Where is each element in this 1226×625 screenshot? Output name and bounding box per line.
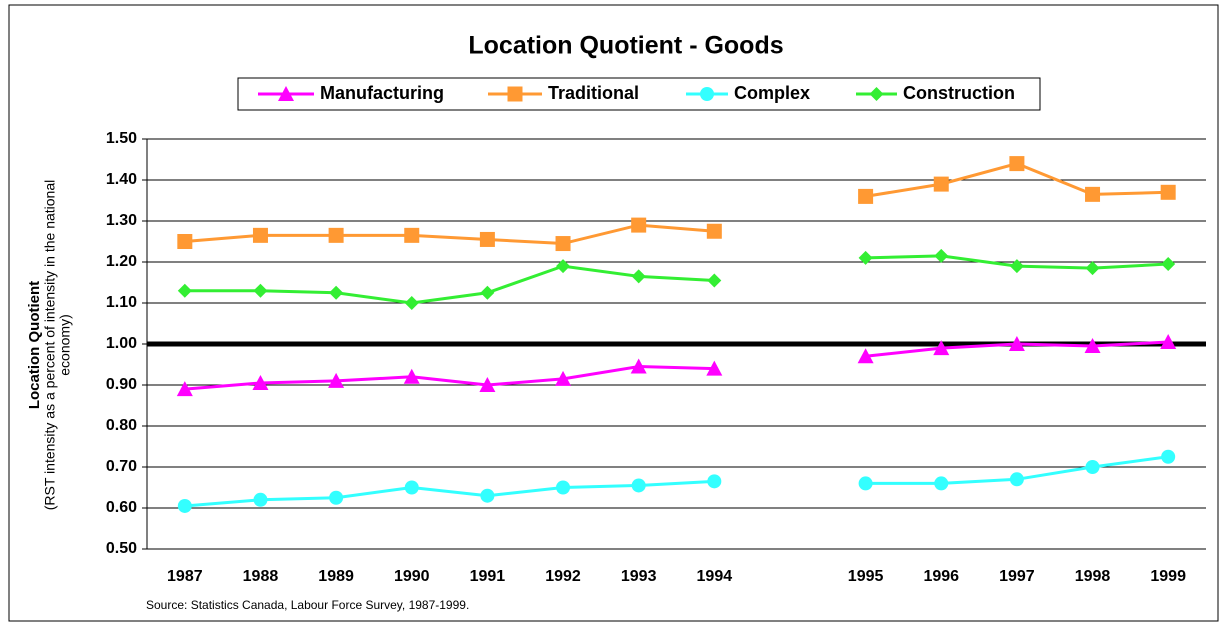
- marker: [858, 476, 873, 491]
- marker: [1009, 259, 1024, 274]
- x-tick-label: 1995: [848, 568, 884, 585]
- y-axis-label: Location Quotient (RST intensity as a pe…: [26, 180, 73, 510]
- y-axis-title: Location Quotient: [26, 281, 43, 409]
- marker: [555, 236, 571, 252]
- marker: [176, 381, 193, 397]
- marker: [934, 476, 949, 491]
- marker: [479, 377, 496, 392]
- x-tick-label: 1989: [318, 568, 354, 585]
- marker: [403, 368, 420, 384]
- y-tick-label: 1.30: [106, 212, 137, 229]
- marker: [1085, 186, 1101, 202]
- marker: [630, 358, 647, 374]
- marker: [858, 188, 874, 204]
- x-tick-label: 1996: [923, 568, 959, 585]
- legend-label: Traditional: [548, 83, 639, 103]
- marker: [252, 227, 268, 243]
- legend-label: Complex: [734, 83, 810, 103]
- y-tick-label: 1.00: [106, 335, 137, 352]
- marker: [1084, 338, 1101, 354]
- marker: [1085, 460, 1100, 474]
- marker: [404, 296, 419, 310]
- marker: [869, 87, 884, 101]
- x-tick-label: 1987: [167, 568, 203, 585]
- marker: [1161, 257, 1176, 272]
- marker: [1009, 156, 1025, 172]
- legend-label: Manufacturing: [320, 83, 444, 103]
- marker: [328, 372, 345, 388]
- x-tick-label: 1992: [545, 568, 581, 585]
- marker: [706, 360, 723, 376]
- marker: [1085, 261, 1100, 276]
- marker: [252, 374, 269, 390]
- y-tick-label: 0.60: [106, 499, 137, 516]
- marker: [253, 492, 268, 507]
- legend-box: [237, 77, 1041, 111]
- marker: [404, 480, 419, 495]
- marker: [177, 498, 192, 513]
- x-tick-label: 1999: [1150, 568, 1186, 585]
- marker: [556, 259, 571, 274]
- source-note: Source: Statistics Canada, Labour Force …: [146, 598, 469, 612]
- marker: [1009, 472, 1024, 487]
- x-tick-label: 1990: [394, 568, 430, 585]
- x-tick-label: 1994: [697, 568, 733, 585]
- x-tick-label: 1991: [470, 568, 506, 585]
- marker: [857, 348, 874, 364]
- marker: [1160, 333, 1177, 349]
- marker: [329, 285, 344, 300]
- marker: [480, 285, 495, 300]
- marker: [933, 176, 949, 192]
- marker: [1161, 449, 1176, 464]
- marker: [707, 273, 722, 288]
- marker: [706, 223, 722, 239]
- y-tick-label: 1.40: [106, 171, 137, 188]
- y-tick-label: 1.20: [106, 253, 137, 270]
- marker: [933, 340, 950, 356]
- y-tick-label: 1.10: [106, 294, 137, 311]
- marker: [329, 490, 344, 505]
- marker: [278, 86, 294, 101]
- marker: [934, 248, 949, 263]
- marker: [700, 87, 714, 101]
- y-tick-label: 0.70: [106, 458, 137, 475]
- marker: [555, 370, 572, 386]
- x-tick-label: 1997: [999, 568, 1035, 585]
- y-axis-note: (RST intensity as a percent of intensity…: [42, 180, 58, 510]
- y-axis-note: economy): [57, 314, 73, 375]
- marker: [556, 480, 571, 495]
- marker: [631, 217, 647, 233]
- marker: [404, 227, 420, 243]
- y-tick-label: 1.50: [106, 130, 137, 147]
- marker: [1160, 184, 1176, 200]
- marker: [177, 283, 192, 298]
- marker: [479, 231, 495, 247]
- legend-label: Construction: [903, 83, 1015, 103]
- y-tick-label: 0.90: [106, 376, 137, 393]
- marker: [480, 488, 495, 503]
- marker: [328, 227, 344, 243]
- marker: [507, 86, 523, 102]
- marker: [253, 283, 268, 298]
- marker: [1008, 336, 1025, 351]
- marker: [177, 234, 193, 249]
- y-tick-label: 0.50: [106, 540, 137, 557]
- x-tick-label: 1998: [1075, 568, 1111, 585]
- marker: [707, 474, 722, 489]
- marker: [631, 478, 646, 493]
- marker: [631, 269, 646, 284]
- chart-title: Location Quotient - Goods: [468, 32, 783, 60]
- y-tick-label: 0.80: [106, 417, 137, 434]
- x-tick-label: 1993: [621, 568, 657, 585]
- marker: [858, 250, 873, 265]
- x-tick-label: 1988: [243, 568, 279, 585]
